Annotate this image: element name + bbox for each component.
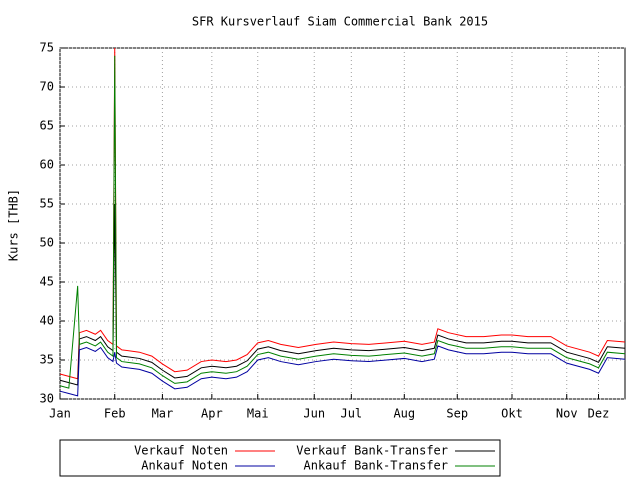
y-tick-label: 70 <box>40 80 54 94</box>
x-tick-label: Mar <box>152 407 174 421</box>
x-tick-label: Apr <box>201 407 223 421</box>
legend-label: Ankauf Noten <box>141 459 228 473</box>
chart-title: SFR Kursverlauf Siam Commercial Bank 201… <box>192 15 488 29</box>
x-tick-label: Sep <box>446 407 468 421</box>
y-tick-label: 40 <box>40 314 54 328</box>
y-tick-label: 75 <box>40 41 54 55</box>
y-tick-label: 65 <box>40 119 54 133</box>
legend-label: Verkauf Noten <box>134 444 228 458</box>
series-line <box>59 345 626 397</box>
plot-frame <box>59 47 626 400</box>
y-tick-label: 60 <box>40 158 54 172</box>
x-tick-label: Jan <box>49 407 71 421</box>
series-line <box>59 55 626 389</box>
x-tick-label: Feb <box>104 407 126 421</box>
x-tick-label: Aug <box>393 407 415 421</box>
x-tick-label: Dez <box>588 407 610 421</box>
x-tick-label: Nov <box>556 407 578 421</box>
x-tick-label: Mai <box>247 407 269 421</box>
x-tick-label: Okt <box>501 407 523 421</box>
legend-label: Verkauf Bank-Transfer <box>296 444 448 458</box>
y-tick-label: 35 <box>40 353 54 367</box>
legend-box <box>59 439 501 477</box>
series-line <box>59 47 626 380</box>
y-tick-label: 55 <box>40 197 54 211</box>
x-tick-label: Jun <box>303 407 325 421</box>
y-tick-label: 45 <box>40 275 54 289</box>
series-line <box>59 203 626 386</box>
x-tick-label: Jul <box>340 407 362 421</box>
y-axis-label: Kurs [THB] <box>7 189 21 261</box>
y-tick-label: 30 <box>40 392 54 406</box>
y-tick-label: 50 <box>40 236 54 250</box>
legend-label: Ankauf Bank-Transfer <box>304 459 449 473</box>
